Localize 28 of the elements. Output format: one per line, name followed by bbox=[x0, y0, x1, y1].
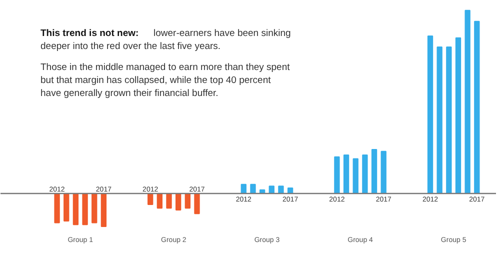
bar bbox=[176, 193, 182, 210]
bar bbox=[455, 37, 462, 194]
bar bbox=[250, 184, 256, 194]
bar bbox=[371, 149, 378, 194]
bar bbox=[464, 10, 470, 194]
bar bbox=[474, 20, 480, 194]
bar bbox=[343, 154, 350, 194]
bar bbox=[380, 150, 386, 194]
bar bbox=[334, 156, 340, 194]
bar bbox=[352, 158, 358, 194]
bar bbox=[82, 193, 88, 226]
bar bbox=[278, 186, 284, 194]
bar bbox=[64, 193, 70, 222]
bar bbox=[446, 46, 452, 194]
bar bbox=[100, 193, 107, 227]
bar bbox=[148, 193, 154, 205]
bar bbox=[436, 46, 442, 194]
bar bbox=[92, 193, 98, 224]
bar bbox=[184, 193, 190, 209]
chart-title: This trend is not new: lower-earners have been sinking deeper into the red over the last five years. bbox=[40, 28, 291, 52]
bar bbox=[362, 154, 368, 194]
bar bbox=[194, 193, 200, 214]
bar bbox=[156, 193, 163, 209]
bar bbox=[54, 193, 60, 224]
bar bbox=[427, 36, 434, 194]
bar bbox=[72, 193, 79, 226]
text: Those in the middle managed to earn more than they spent but that margin has collapsed, while the top 40 percent have generally grown their financial buffer. bbox=[40, 62, 290, 99]
bar bbox=[166, 193, 172, 209]
